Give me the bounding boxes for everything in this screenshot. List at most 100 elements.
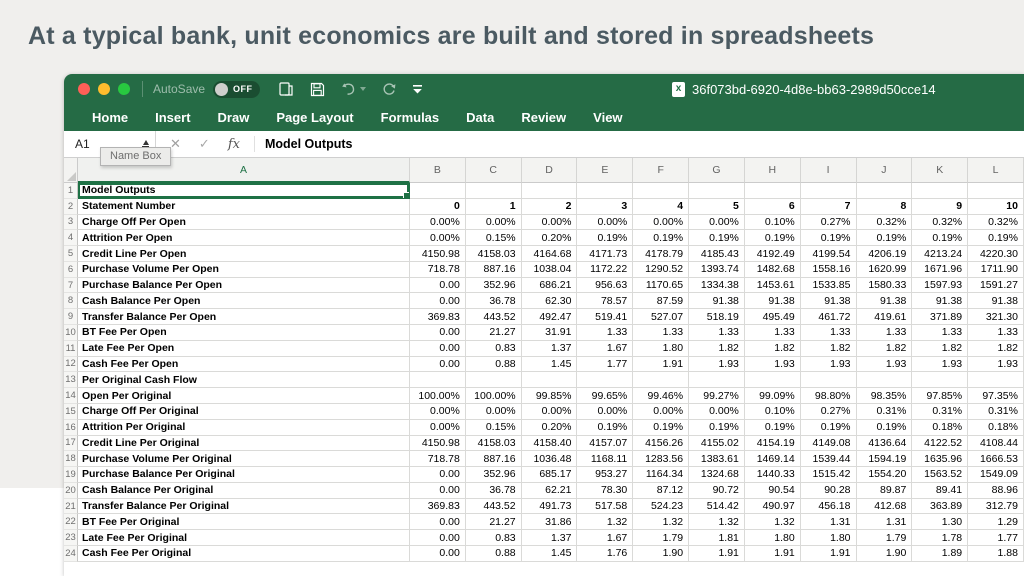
cell[interactable]: 1383.61 <box>689 451 745 467</box>
cell[interactable]: 1440.33 <box>745 467 801 483</box>
cell[interactable]: BT Fee Per Open <box>78 325 410 341</box>
cell[interactable]: 0.00 <box>410 357 466 373</box>
cell[interactable]: 492.47 <box>522 309 578 325</box>
cell[interactable]: 1324.68 <box>689 467 745 483</box>
cell[interactable]: 1.33 <box>633 325 689 341</box>
cell[interactable]: 321.30 <box>968 309 1024 325</box>
autosave-toggle[interactable]: OFF <box>213 81 260 98</box>
tab-review[interactable]: Review <box>521 110 566 125</box>
cell[interactable]: 887.16 <box>466 451 522 467</box>
cell[interactable]: 4199.54 <box>801 246 857 262</box>
cell[interactable]: 0.18% <box>912 420 968 436</box>
cell[interactable]: Charge Off Per Open <box>78 215 410 231</box>
row-header-12[interactable]: 12 <box>64 357 78 373</box>
cell[interactable]: 0.88 <box>466 546 522 562</box>
cell[interactable]: 0.20% <box>522 230 578 246</box>
cell[interactable]: 1.45 <box>522 546 578 562</box>
cell[interactable]: 1.91 <box>689 546 745 562</box>
cell[interactable]: 1.31 <box>857 514 913 530</box>
cell[interactable]: 2 <box>522 199 578 215</box>
row-header-24[interactable]: 24 <box>64 546 78 562</box>
tab-formulas[interactable]: Formulas <box>381 110 440 125</box>
column-header-l[interactable]: L <box>968 158 1024 183</box>
cell[interactable]: 1580.33 <box>857 278 913 294</box>
cell[interactable]: 1.79 <box>857 530 913 546</box>
cell[interactable]: Transfer Balance Per Open <box>78 309 410 325</box>
cell[interactable]: 4136.64 <box>857 436 913 452</box>
cell[interactable]: 100.00% <box>410 388 466 404</box>
column-header-b[interactable]: B <box>410 158 466 183</box>
cell[interactable]: 0.19% <box>745 230 801 246</box>
cell[interactable]: 1.89 <box>912 546 968 562</box>
cell[interactable]: 0.15% <box>466 230 522 246</box>
cell[interactable]: 0.19% <box>689 230 745 246</box>
cell[interactable]: 4150.98 <box>410 436 466 452</box>
fullscreen-button[interactable] <box>118 83 130 95</box>
window-titlebar[interactable]: AutoSave OFF <box>64 74 1024 104</box>
cell[interactable]: 0.00% <box>577 404 633 420</box>
cell[interactable]: 1.82 <box>745 341 801 357</box>
cell[interactable]: 1.77 <box>968 530 1024 546</box>
cell[interactable]: 953.27 <box>577 467 633 483</box>
cell[interactable]: 89.41 <box>912 483 968 499</box>
cell[interactable]: 1.91 <box>745 546 801 562</box>
enter-icon[interactable]: ✓ <box>199 136 210 152</box>
cell[interactable]: 4156.26 <box>633 436 689 452</box>
cell[interactable]: 0.20% <box>522 420 578 436</box>
cell[interactable]: 4213.24 <box>912 246 968 262</box>
cell[interactable]: 91.38 <box>801 293 857 309</box>
cell[interactable]: 1.79 <box>633 530 689 546</box>
cell[interactable]: Charge Off Per Original <box>78 404 410 420</box>
tab-view[interactable]: View <box>593 110 622 125</box>
cell[interactable]: 1.81 <box>689 530 745 546</box>
cell[interactable]: 0.00% <box>633 404 689 420</box>
cell[interactable]: 0.19% <box>801 420 857 436</box>
cell[interactable]: 1.90 <box>857 546 913 562</box>
cell[interactable]: 0.00% <box>466 404 522 420</box>
cell[interactable]: 91.38 <box>912 293 968 309</box>
cell[interactable] <box>466 372 522 388</box>
cell[interactable] <box>745 183 801 199</box>
close-button[interactable] <box>78 83 90 95</box>
cell[interactable]: 1515.42 <box>801 467 857 483</box>
cell[interactable] <box>689 372 745 388</box>
cell[interactable]: 0.00% <box>410 404 466 420</box>
cell[interactable]: 10 <box>968 199 1024 215</box>
cell[interactable]: 1.32 <box>745 514 801 530</box>
cell[interactable] <box>801 372 857 388</box>
cell[interactable]: 363.89 <box>912 499 968 515</box>
cell[interactable]: 686.21 <box>522 278 578 294</box>
cell[interactable]: BT Fee Per Original <box>78 514 410 530</box>
row-header-19[interactable]: 19 <box>64 467 78 483</box>
cell[interactable]: 1.80 <box>801 530 857 546</box>
cell[interactable] <box>857 183 913 199</box>
row-header-3[interactable]: 3 <box>64 215 78 231</box>
cell[interactable]: Purchase Volume Per Original <box>78 451 410 467</box>
cell[interactable]: 0.19% <box>633 230 689 246</box>
cell[interactable]: 1482.68 <box>745 262 801 278</box>
cell[interactable]: 0.19% <box>857 230 913 246</box>
row-header-5[interactable]: 5 <box>64 246 78 262</box>
cell[interactable]: Transfer Balance Per Original <box>78 499 410 515</box>
cell[interactable]: 7 <box>801 199 857 215</box>
row-header-2[interactable]: 2 <box>64 199 78 215</box>
cell[interactable]: 62.21 <box>522 483 578 499</box>
cell[interactable]: 1.30 <box>912 514 968 530</box>
cell[interactable]: 1.37 <box>522 341 578 357</box>
cell[interactable]: 4206.19 <box>857 246 913 262</box>
column-header-d[interactable]: D <box>522 158 578 183</box>
cell[interactable]: 99.46% <box>633 388 689 404</box>
cell[interactable]: 91.38 <box>745 293 801 309</box>
row-header-14[interactable]: 14 <box>64 388 78 404</box>
cell[interactable]: 90.54 <box>745 483 801 499</box>
cell[interactable]: 419.61 <box>857 309 913 325</box>
cell[interactable]: 4108.44 <box>968 436 1024 452</box>
cell[interactable]: 0.19% <box>912 230 968 246</box>
cell[interactable]: 1.32 <box>577 514 633 530</box>
cell[interactable]: 718.78 <box>410 262 466 278</box>
cell[interactable]: 352.96 <box>466 467 522 483</box>
customize-toolbar-icon[interactable] <box>412 83 423 95</box>
cell[interactable]: 1.82 <box>912 341 968 357</box>
cell[interactable]: 1283.56 <box>633 451 689 467</box>
cell[interactable]: 495.49 <box>745 309 801 325</box>
